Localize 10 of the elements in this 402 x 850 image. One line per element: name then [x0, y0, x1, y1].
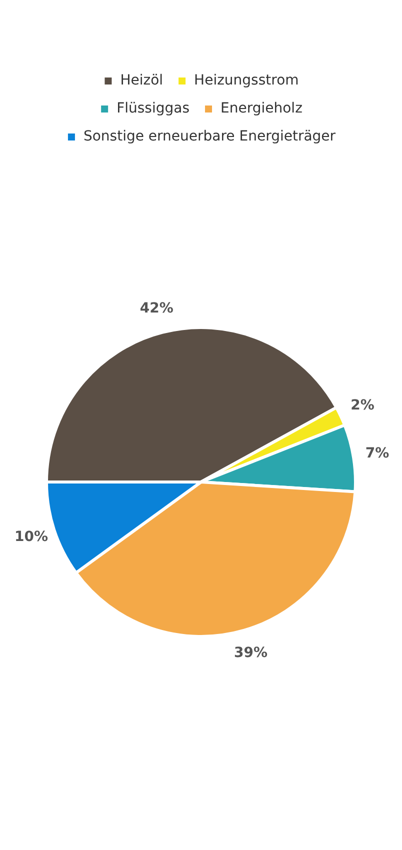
legend-label: Energieholz: [220, 100, 302, 117]
legend-label: Heizöl: [120, 72, 164, 89]
data-label: 39%: [234, 645, 268, 662]
legend-label: Flüssiggas: [116, 100, 190, 117]
data-label: 10%: [14, 528, 48, 545]
legend-label: Heizungsstrom: [194, 72, 299, 89]
legend-label: Sonstige erneuerbare Energieträger: [83, 128, 336, 145]
data-label: 7%: [365, 446, 390, 462]
data-label: 42%: [140, 300, 174, 317]
data-label: 2%: [350, 398, 374, 414]
